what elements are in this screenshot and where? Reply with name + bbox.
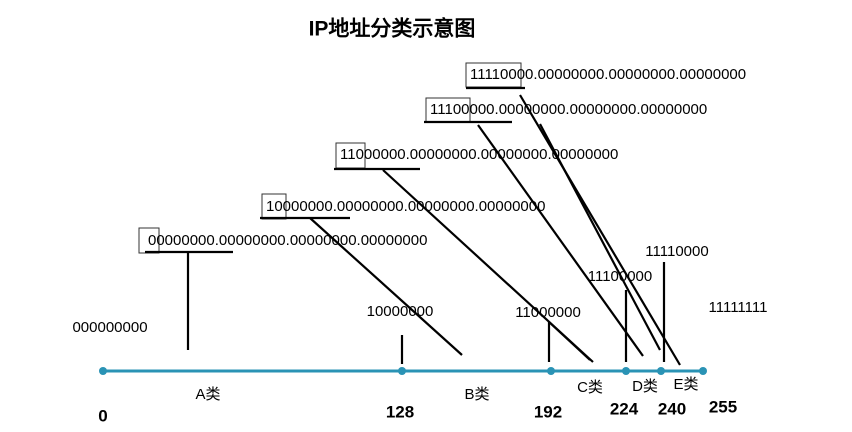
binary-label: 11111111 (709, 299, 768, 316)
title: IP地址分类示意图 (309, 17, 476, 41)
binary-label: 000000000 (72, 319, 147, 336)
binary-label: 11110000 (645, 243, 708, 260)
binary-label: 11000000 (515, 304, 581, 321)
boundary: 240 (658, 399, 686, 418)
binary-label: 10000000 (367, 303, 434, 320)
class-label: D类 (632, 378, 658, 395)
binary-label: 11100000 (588, 268, 653, 285)
address: 11110000.00000000.00000000.00000000 (470, 66, 746, 83)
boundary: 128 (386, 402, 414, 421)
boundary: 0 (98, 406, 107, 425)
boundary: 224 (610, 399, 639, 418)
boundary: 255 (709, 397, 737, 416)
points (99, 367, 707, 375)
class-label: E类 (673, 376, 698, 393)
class-label: C类 (577, 379, 603, 396)
address: 11100000.00000000.00000000.00000000 (430, 101, 707, 118)
address: 00000000.00000000.00000000.00000000 (148, 232, 427, 249)
boundary: 192 (534, 402, 562, 421)
connectors (186, 94, 681, 366)
address: 10000000.00000000.00000000.00000000 (266, 198, 545, 215)
address: 11000000.00000000.00000000.00000000 (340, 146, 618, 163)
class-label: A类 (195, 386, 220, 403)
class-label: B类 (464, 386, 489, 403)
